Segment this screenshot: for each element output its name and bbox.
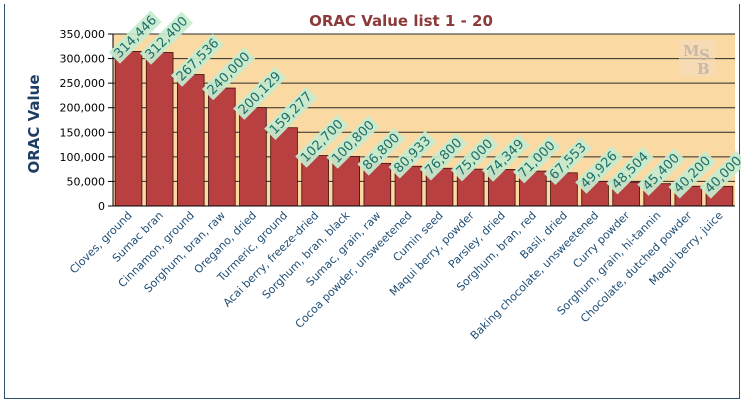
bar	[114, 51, 143, 207]
data-label-bg	[450, 133, 499, 182]
logo-letter: S	[699, 46, 710, 64]
y-tick-label: 0	[98, 200, 105, 213]
data-label-bg	[357, 127, 406, 176]
data-label-bg	[170, 33, 225, 87]
data-label-bg	[699, 150, 741, 199]
chart-frame: 0 50,000 100,000 150,000 200,000 250,000 300,0…	[4, 4, 741, 399]
data-label-bg	[201, 47, 256, 101]
data-label-bg	[481, 133, 530, 182]
data-label-bg	[233, 66, 287, 120]
chart-title: ORAC Value list 1 - 20	[309, 12, 493, 30]
y-tick-label: 50,000	[67, 175, 106, 188]
bar	[239, 107, 267, 207]
data-label-bg	[264, 86, 318, 140]
bar	[208, 87, 236, 207]
data-label-bg	[388, 130, 437, 179]
orac-bar-chart: 0 50,000 100,000 150,000 200,000 250,000 300,0…	[25, 10, 741, 342]
data-label-bg	[544, 137, 592, 186]
y-axis-label: ORAC Value	[25, 74, 43, 173]
y-tick-label: 300,000	[60, 53, 106, 66]
data-label-bg	[139, 11, 193, 65]
data-label-bg	[606, 146, 655, 195]
data-label-bg	[668, 150, 717, 199]
data-label-bg	[575, 145, 623, 194]
msb-logo: M S B	[679, 40, 715, 78]
y-tick-label: 200,000	[60, 102, 106, 115]
bar	[145, 52, 174, 207]
data-label-bg	[512, 135, 561, 184]
data-label-bg	[637, 148, 686, 196]
data-label-bg	[419, 132, 468, 181]
data-label-bg	[295, 114, 349, 168]
logo-letter: M	[683, 42, 700, 60]
y-tick-label: 250,000	[60, 77, 106, 90]
y-tick-label: 100,000	[60, 151, 106, 164]
logo-letter: B	[697, 60, 710, 78]
bar	[270, 127, 298, 207]
bar	[176, 74, 205, 207]
bar	[581, 181, 609, 207]
data-label-bg	[108, 10, 162, 64]
y-tick-label: 350,000	[60, 28, 106, 41]
data-label-bg	[326, 115, 380, 169]
y-tick-label: 150,000	[60, 126, 106, 139]
